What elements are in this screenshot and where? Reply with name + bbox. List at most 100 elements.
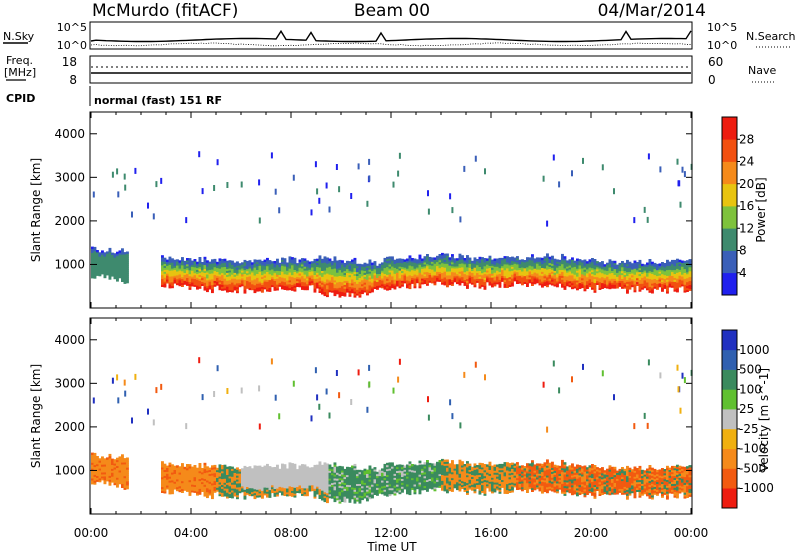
power-cell (606, 263, 609, 265)
velocity-cell (206, 466, 209, 468)
velocity-cell (294, 464, 297, 466)
power-cell (576, 259, 579, 261)
power-cell (614, 261, 617, 263)
power-cell (461, 255, 464, 257)
power-cell (155, 181, 157, 187)
power-cell (291, 257, 294, 259)
freq-tick-bottom: 8 (69, 73, 77, 87)
power-cell (321, 259, 324, 261)
y-tick-label: 2000 (54, 214, 85, 228)
velocity-cell (166, 466, 169, 468)
power-cell (556, 259, 559, 261)
power-cell (431, 257, 434, 259)
velocity-cell (346, 467, 349, 469)
nave-label: Nave (748, 64, 776, 77)
velocity-cell (256, 466, 259, 468)
power-cell (449, 193, 451, 199)
colorbar-tick-label: 20 (739, 177, 754, 191)
power-cell (609, 259, 612, 261)
power-cell (279, 263, 282, 265)
power-cell (341, 260, 344, 262)
power-cell (206, 260, 209, 262)
power-cell (109, 248, 112, 250)
cpid-label: CPID (6, 92, 35, 105)
velocity-cell (124, 458, 127, 460)
power-cell (446, 254, 449, 256)
power-cell (449, 257, 452, 259)
velocity-cell (266, 464, 269, 466)
power-cell (324, 256, 327, 258)
velocity-cell (351, 466, 354, 468)
velocity-cell (296, 469, 299, 471)
power-cell (636, 262, 639, 264)
colorbar-swatch (722, 206, 737, 229)
velocity-cell (229, 466, 232, 468)
power-cell (274, 261, 277, 263)
power-cell (531, 254, 534, 256)
power-cell (419, 255, 422, 257)
velocity-cell (341, 466, 344, 468)
power-cell (421, 259, 424, 261)
power-cell (221, 259, 224, 261)
power-cell (451, 254, 454, 256)
power-cell (456, 258, 459, 260)
power-cell (256, 260, 259, 262)
velocity-cell (239, 469, 242, 471)
velocity-cell (331, 467, 334, 469)
power-cell (219, 258, 222, 260)
power-cell (278, 207, 280, 213)
velocity-cell (199, 463, 202, 465)
power-cell (666, 260, 669, 262)
power-cell (349, 261, 352, 263)
colorbar-tick-label: 24 (739, 155, 754, 169)
colorbar-swatch (722, 184, 737, 207)
power-cell (649, 259, 652, 261)
power-cell (124, 185, 126, 191)
velocity-cell (226, 467, 229, 469)
power-cell (246, 261, 249, 263)
power-cell (338, 186, 340, 192)
power-cell (96, 250, 99, 252)
power-cell (561, 254, 564, 256)
power-cell (217, 159, 219, 165)
power-cell (506, 256, 509, 258)
velocity-cell (321, 465, 324, 467)
power-cell (116, 168, 118, 174)
power-cell (124, 174, 126, 180)
power-cell (409, 255, 412, 257)
power-cell (459, 254, 462, 256)
power-cell (336, 261, 339, 263)
power-cell (147, 203, 149, 209)
power-cell (671, 260, 674, 262)
velocity-data-layer (91, 357, 693, 503)
power-cell (591, 258, 594, 260)
velocity-cell (189, 464, 192, 466)
power-cell (475, 156, 477, 162)
power-cell (191, 261, 194, 263)
power-cell (376, 266, 379, 268)
power-cell (296, 263, 299, 265)
power-cell (549, 257, 552, 259)
power-cell (213, 185, 215, 191)
power-cell (286, 263, 289, 265)
power-cell (674, 260, 677, 262)
velocity-cell (356, 470, 359, 472)
power-cell (553, 155, 555, 161)
velocity-cell (261, 467, 264, 469)
power-cell (329, 207, 331, 213)
power-cell (524, 260, 527, 262)
power-cell (536, 257, 539, 259)
velocity-cell (114, 459, 117, 461)
power-cell (581, 260, 584, 262)
power-cell (331, 261, 334, 263)
power-cell (466, 255, 469, 257)
velocity-cell (329, 465, 332, 467)
velocity-cell (106, 457, 109, 459)
power-cell (336, 164, 338, 170)
colorbar-tick-label: 16 (739, 199, 754, 213)
power-cell (284, 258, 287, 260)
power-cell (519, 260, 522, 262)
power-cell (571, 257, 574, 259)
power-cell (651, 262, 654, 264)
